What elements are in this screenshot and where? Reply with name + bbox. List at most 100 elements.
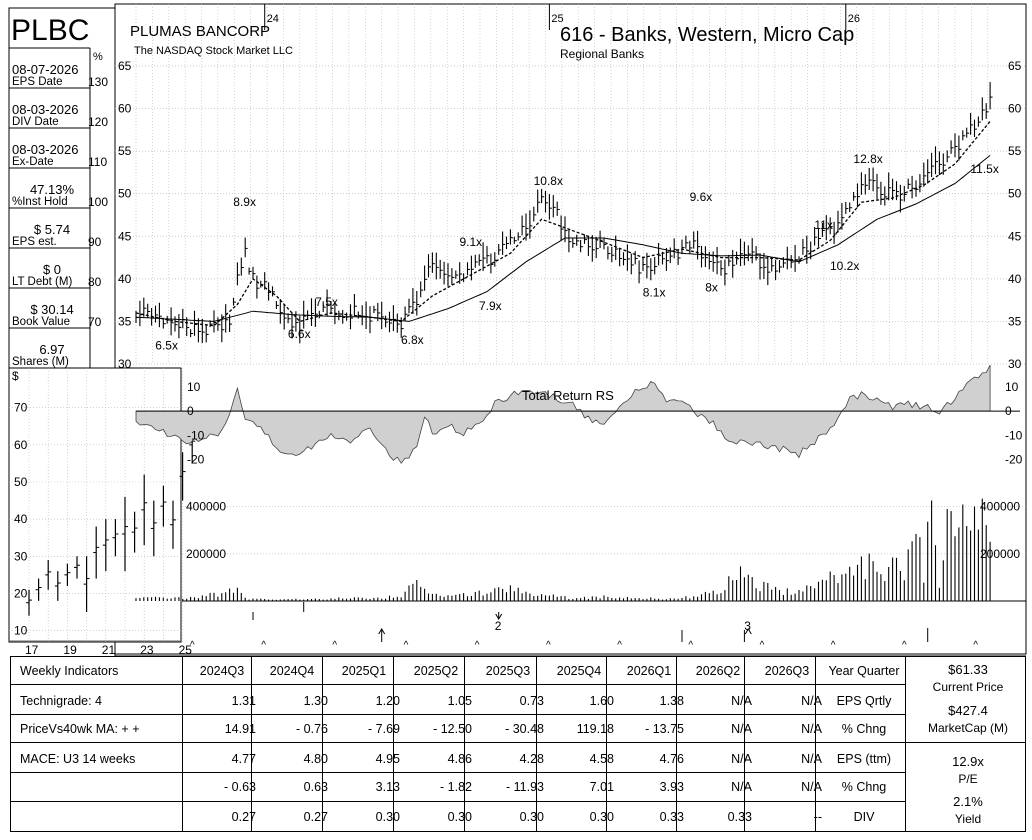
table-cell: % Chng <box>841 722 887 736</box>
market-cap: $427.4 MarketCap (M) <box>910 703 1026 735</box>
table-rule <box>10 656 1026 657</box>
rs-tick-left: -20 <box>187 452 205 466</box>
table-cell: 4.77 <box>231 752 256 766</box>
side-label: Current Price <box>932 680 1004 694</box>
pe-annotation: 11x <box>814 218 832 232</box>
pe-annotation: 7.9x <box>479 299 502 313</box>
table-rule <box>10 714 905 715</box>
pe-annotation: 10.8x <box>534 174 563 188</box>
rs-tick-right: 10 <box>1005 380 1019 394</box>
table-cell: 7.01 <box>589 780 614 794</box>
inst-hold: 47.13% %Inst Hold <box>12 182 75 208</box>
company-name: PLUMAS BANCORP <box>130 23 271 40</box>
price-tick-left: 50 <box>118 187 132 201</box>
rs-tick-left: -10 <box>187 428 205 442</box>
side-value: 12.9x <box>952 754 984 769</box>
table-cell: - 13.75 <box>645 722 684 736</box>
event-arrow-up <box>378 628 386 635</box>
price-tick-right: 65 <box>1008 59 1022 73</box>
table-cell: 0.30 <box>447 810 472 824</box>
side-label: Yield <box>954 812 982 826</box>
table-cell: 4.58 <box>589 752 614 766</box>
table-cell: 1.30 <box>303 694 328 708</box>
dividend-caret: ^ <box>190 640 195 651</box>
price-tick-right: 55 <box>1008 144 1022 158</box>
table-rule <box>606 656 607 832</box>
price-tick-right: 60 <box>1008 102 1022 116</box>
price-tick-left: 40 <box>118 272 132 286</box>
table-rule <box>536 656 537 832</box>
inset-price-tick: 10 <box>14 624 28 638</box>
div-date: 08-03-2026 DIV Date <box>12 102 79 128</box>
table-rule <box>464 656 465 832</box>
price-tick-left: 45 <box>118 229 132 243</box>
dividend-caret: ^ <box>546 640 551 651</box>
table-cell: N/A <box>801 694 822 708</box>
table-rule <box>10 831 1026 832</box>
table-cell: 4.76 <box>659 752 684 766</box>
table-cell: - 0.76 <box>296 722 328 736</box>
ma-10-week-line <box>135 120 991 327</box>
year-label: 24 <box>267 13 279 25</box>
table-cell: 0.63 <box>303 780 328 794</box>
side-value: $61.33 <box>948 662 988 677</box>
table-rule <box>393 656 394 832</box>
table-cell: N/A <box>731 722 752 736</box>
table-header: 2025Q2 <box>413 664 459 678</box>
table-rule <box>10 801 905 802</box>
industry-group: 616 - Banks, Western, Micro Cap <box>560 24 855 46</box>
inset-year-tick: 21 <box>102 643 116 656</box>
inset-price-tick: 30 <box>14 549 28 563</box>
table-cell: - 7.69 <box>368 722 400 736</box>
table-header: 2026Q2 <box>695 664 741 678</box>
table-cell: 119.18 <box>576 722 614 736</box>
dividend-caret: ^ <box>688 640 693 651</box>
inset-price-tick: 20 <box>14 586 28 600</box>
table-cell: EPS (ttm) <box>836 752 892 766</box>
price-tick-left: 65 <box>118 59 132 73</box>
pe-annotation: 8x <box>705 280 718 294</box>
table-cell: EPS Qrtly <box>836 694 892 708</box>
table-header: Weekly Indicators <box>20 664 119 678</box>
lt-debt: $ 0 LT Debt (M) <box>12 262 73 288</box>
table-cell: 1.38 <box>659 694 684 708</box>
pe-annotation: 8.9x <box>233 195 256 209</box>
dividend-caret: ^ <box>475 640 480 651</box>
table-cell: - 1.82 <box>440 780 472 794</box>
dividend-caret: ^ <box>404 640 409 651</box>
industry-subgroup: Regional Banks <box>560 47 645 61</box>
pe-ratio: 12.9x P/E <box>910 754 1026 786</box>
ex-date: 08-03-2026 Ex-Date <box>12 142 79 168</box>
exchange-name: The NASDAQ Stock Market LLC <box>134 45 293 57</box>
side-label: P/E <box>958 772 978 786</box>
price-tick-left: 60 <box>118 102 132 116</box>
price-tick-left: 55 <box>118 144 132 158</box>
table-cell: - 11.93 <box>506 780 544 794</box>
year-label: 26 <box>848 13 860 25</box>
table-cell: Technigrade: 4 <box>20 694 103 708</box>
table-rule <box>10 742 1026 743</box>
volume-tick-left: 400000 <box>186 500 226 514</box>
table-header: 2026Q1 <box>626 664 672 678</box>
percent-tick: 90 <box>88 235 102 249</box>
rs-tick-right: 0 <box>1005 404 1012 418</box>
price-tick-left: 35 <box>118 314 132 328</box>
table-cell: 4.80 <box>303 752 328 766</box>
stock-info-panel: PLBC 08-07-2026 EPS Date 08-03-2026 DIV Da… <box>9 8 114 368</box>
rs-area <box>135 364 991 464</box>
side-value: 2.1% <box>953 794 983 809</box>
volume-tick-right: 400000 <box>980 500 1020 514</box>
table-cell: - 12.50 <box>433 722 472 736</box>
ticker-symbol: PLBC <box>11 14 90 47</box>
shares-outstanding: 6.97 Shares (M) <box>12 342 69 368</box>
table-cell: MACE: U3 14 weeks <box>20 752 136 766</box>
table-cell: N/A <box>731 780 752 794</box>
rs-tick-left: 0 <box>187 404 194 418</box>
table-cell: N/A <box>801 780 822 794</box>
pe-annotation: 7.5x <box>315 295 338 309</box>
table-cell: 0.73 <box>519 694 544 708</box>
eps-date: 08-07-2026 EPS Date <box>12 62 79 88</box>
pe-annotation: 12.8x <box>853 152 882 166</box>
table-rule <box>1025 656 1026 832</box>
